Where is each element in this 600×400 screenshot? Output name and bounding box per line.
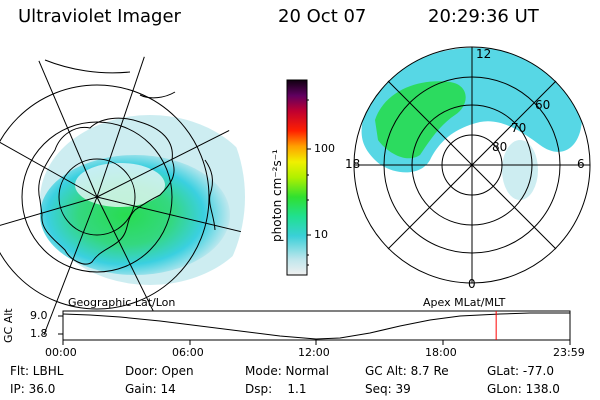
colorbar-tick-10: 10 [314,228,328,241]
mlt-label-bottom: 0 [468,277,476,291]
colorbar-tick-100: 100 [314,142,335,155]
polar-mlat-mlt-plot [353,46,591,284]
coastline-north [44,59,176,99]
mlat-label-80: 80 [492,140,508,154]
left-panel-caption: Geographic Lat/Lon [68,296,176,309]
info-door: Door: Open [125,364,194,378]
info-glat: GLat: -77.0 [487,364,554,378]
timeline-xtick-3: 18:00 [425,346,457,359]
mlt-label-top: 12 [476,47,492,61]
mlat-label-60: 60 [535,98,551,112]
right-panel-caption: Apex MLat/MLT [423,296,506,309]
antarctica-outline [38,117,175,265]
info-seq: Seq: 39 [365,382,411,396]
altitude-timeline [58,310,571,345]
observation-date: 20 Oct 07 [278,6,367,27]
info-gain: Gain: 14 [125,382,176,396]
timeline-xtick-4: 23:59 [553,346,585,359]
timeline-ytick-high: 9.0 [30,309,48,322]
geographic-map [0,49,245,345]
info-gc-alt: GC Alt: 8.7 Re [365,364,449,378]
timeline-ytick-low: 1.8 [30,327,48,340]
timeline-xtick-1: 06:00 [172,346,204,359]
aurora-faint-polar [502,140,538,200]
timeline-xtick-0: 00:00 [45,346,77,359]
observation-time: 20:29:36 UT [428,6,539,27]
mlt-label-left: 18 [345,157,361,171]
altitude-curve [62,312,570,340]
mlat-label-70: 70 [511,121,527,135]
timeline-xtick-2: 12:00 [298,346,330,359]
instrument-title: Ultraviolet Imager [18,6,181,27]
info-ip: IP: 36.0 [10,382,56,396]
coastline-east [204,159,216,231]
info-filter: Flt: LBHL [10,364,64,378]
colorbar [286,79,311,276]
timeline-ylabel: GC Alt [2,308,15,343]
info-glon: GLon: 138.0 [487,382,560,396]
colorbar-unit-label: photon cm⁻²s⁻¹ [270,149,284,242]
aurora-core-polar [375,81,466,159]
mlt-label-right: 6 [577,157,585,171]
info-mode: Mode: Normal [245,364,329,378]
info-dsp: Dsp: 1.1 [245,382,307,396]
